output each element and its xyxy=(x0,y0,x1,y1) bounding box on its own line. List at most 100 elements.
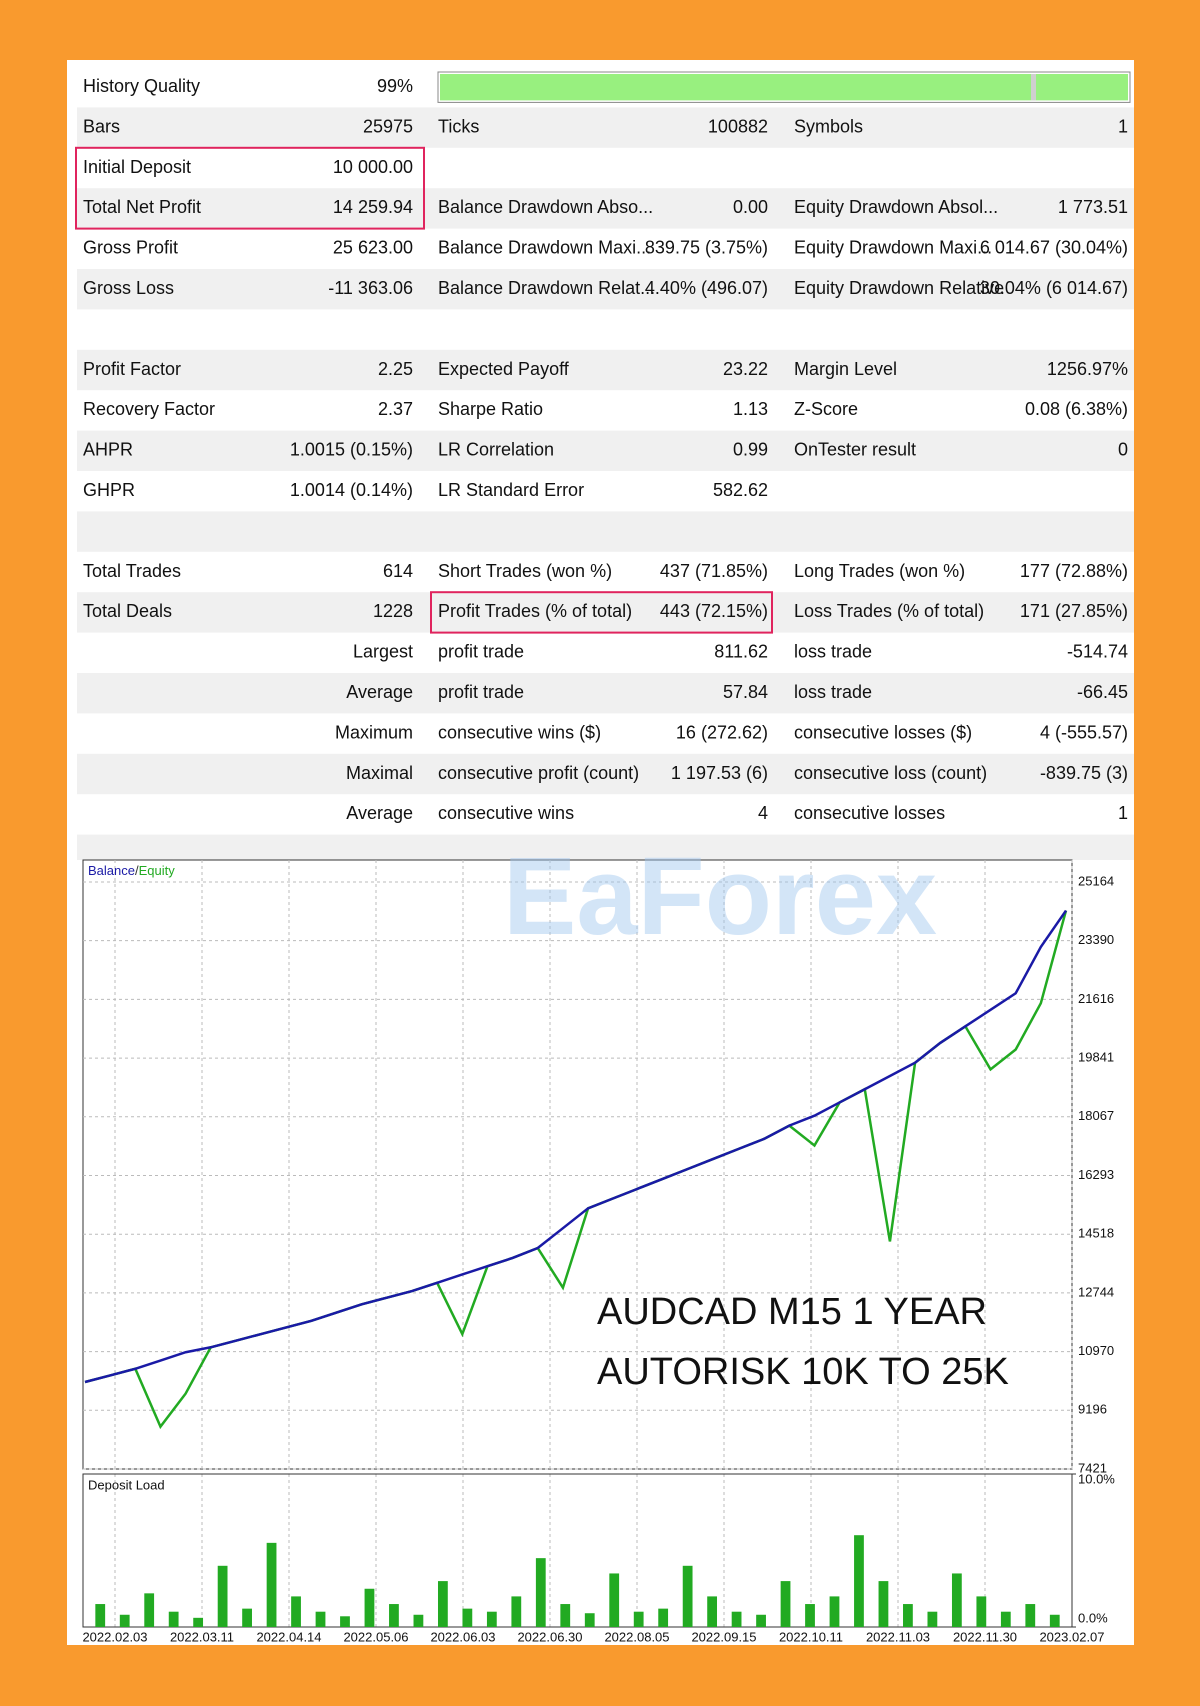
bar xyxy=(805,1604,815,1627)
x-tick-label: 2022.11.30 xyxy=(953,1629,1017,1644)
cell-text: Profit Factor xyxy=(83,359,181,379)
highlight-box xyxy=(430,591,773,634)
cell-text: Maximal xyxy=(346,763,413,783)
cell-text: LR Correlation xyxy=(438,440,554,460)
cell-text: OnTester result xyxy=(794,440,916,460)
row-background xyxy=(77,592,1134,633)
cell-text: 0.08 (6.38%) xyxy=(1025,399,1128,419)
bar xyxy=(1025,1604,1036,1627)
y-tick-label: 25164 xyxy=(1078,873,1114,888)
cell-text: AHPR xyxy=(83,440,133,460)
row-background xyxy=(77,673,1134,714)
cell-text: 25975 xyxy=(363,116,413,136)
y-tick-label: 0.0% xyxy=(1078,1610,1108,1625)
cell-text: 10 000.00 xyxy=(333,157,413,177)
row-background xyxy=(77,430,1134,471)
x-tick-label: 2022.08.05 xyxy=(604,1629,669,1644)
x-tick-label: 2022.06.30 xyxy=(517,1629,582,1644)
bar xyxy=(633,1611,644,1627)
row-background xyxy=(77,107,1134,148)
cell-text: Margin Level xyxy=(794,359,897,379)
quality-bar xyxy=(440,74,1128,101)
cell-text: 582.62 xyxy=(713,480,768,500)
bar xyxy=(951,1573,962,1627)
bar xyxy=(168,1611,179,1627)
bar xyxy=(437,1581,448,1627)
bar xyxy=(731,1611,742,1627)
bar xyxy=(486,1611,497,1627)
row-background xyxy=(77,834,1134,860)
plot-frame xyxy=(82,1473,1073,1628)
bar xyxy=(1000,1611,1011,1627)
cell-text: 99% xyxy=(377,76,413,96)
cell-text: 14 259.94 xyxy=(333,197,413,217)
bar xyxy=(462,1608,473,1627)
cell-text: consecutive profit (count) xyxy=(438,763,639,783)
y-tick-label: 18067 xyxy=(1078,1108,1114,1123)
cell-text: 23.22 xyxy=(723,359,768,379)
row-background xyxy=(77,269,1134,310)
bar xyxy=(291,1596,301,1627)
x-tick-label: 2022.11.03 xyxy=(866,1629,930,1644)
bar xyxy=(389,1604,399,1627)
cell-text: 1228 xyxy=(373,601,413,621)
y-tick-label: 10.0% xyxy=(1078,1471,1115,1486)
y-tick-label: 10970 xyxy=(1078,1343,1114,1358)
cell-text: 25 623.00 xyxy=(333,238,413,258)
cell-text: consecutive losses xyxy=(794,803,945,823)
cell-text: Long Trades (won %) xyxy=(794,561,965,581)
cell-text: Largest xyxy=(353,642,413,662)
cell-text: 1 773.51 xyxy=(1058,197,1128,217)
cell-text: 2.37 xyxy=(378,399,413,419)
cell-text: 177 (72.88%) xyxy=(1020,561,1128,581)
y-tick-label: 14518 xyxy=(1078,1226,1114,1241)
panel-title: Deposit Load xyxy=(88,1477,165,1492)
bar xyxy=(756,1614,766,1627)
cell-text: consecutive wins ($) xyxy=(438,722,601,742)
cell-text: 6 014.67 (30.04%) xyxy=(980,238,1128,258)
annotation: AUTORISK 10K TO 25K xyxy=(597,1351,1009,1393)
legend-entry: / xyxy=(135,863,139,878)
cell-text: 16 (272.62) xyxy=(676,722,768,742)
cell-text: 4 (-555.57) xyxy=(1040,722,1128,742)
bar xyxy=(584,1613,595,1627)
cell-text: 57.84 xyxy=(723,682,768,702)
cell-text: Total Trades xyxy=(83,561,181,581)
bar xyxy=(1049,1614,1060,1627)
cell-text: 30.04% (6 014.67) xyxy=(980,278,1128,298)
cell-text: profit trade xyxy=(438,682,524,702)
cell-text: Average xyxy=(346,803,413,823)
watermark: EaForex xyxy=(503,835,937,958)
x-tick-label: 2022.02.03 xyxy=(82,1629,147,1644)
y-tick-label: 19841 xyxy=(1078,1050,1114,1065)
cell-text: loss trade xyxy=(794,682,872,702)
cell-text: -11 363.06 xyxy=(328,278,413,298)
cell-text: 614 xyxy=(383,561,413,581)
cell-text: Equity Drawdown Relative xyxy=(794,278,1004,298)
bar xyxy=(903,1604,913,1627)
cell-text: -66.45 xyxy=(1077,682,1128,702)
y-tick-label: 16293 xyxy=(1078,1167,1114,1182)
legend-entry: Equity xyxy=(139,863,176,878)
cell-text: History Quality xyxy=(83,76,200,96)
cell-text: 1.0015 (0.15%) xyxy=(290,440,413,460)
series-line xyxy=(84,909,1068,1384)
bar xyxy=(707,1596,718,1627)
cell-text: 1 xyxy=(1118,803,1128,823)
bar xyxy=(193,1617,204,1627)
cell-text: 1.13 xyxy=(733,399,768,419)
plot-frame xyxy=(82,859,1073,1470)
x-tick-label: 2022.05.06 xyxy=(343,1629,408,1644)
cell-text: GHPR xyxy=(83,480,135,500)
cell-text: Expected Payoff xyxy=(438,359,570,379)
cell-text: 0.99 xyxy=(733,440,768,460)
x-tick-label: 2022.09.15 xyxy=(691,1629,756,1644)
cell-text: 4.40% (496.07) xyxy=(645,278,768,298)
cell-text: Profit Trades (% of total) xyxy=(438,601,632,621)
cell-text: 0 xyxy=(1118,440,1128,460)
row-background xyxy=(77,349,1134,391)
bar xyxy=(854,1535,864,1627)
cell-text: Initial Deposit xyxy=(83,157,191,177)
